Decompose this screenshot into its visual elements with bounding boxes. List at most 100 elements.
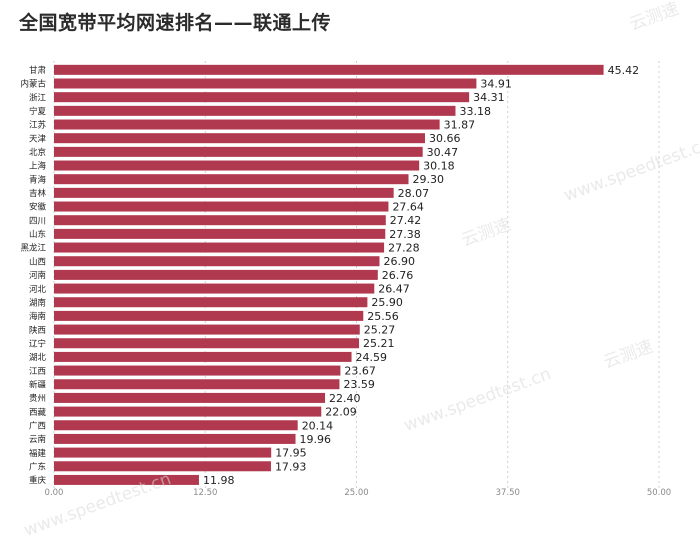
- category-label: 上海: [29, 161, 47, 172]
- page-title: 全国宽带平均网速排名——联通上传: [19, 12, 332, 34]
- bar: [54, 269, 378, 280]
- data-label: 27.64: [392, 201, 424, 214]
- data-label: 20.14: [302, 419, 334, 432]
- x-tick-label: 50.00: [647, 488, 671, 498]
- bar: [54, 160, 420, 171]
- data-label: 25.27: [364, 324, 396, 337]
- category-label: 江西: [29, 367, 46, 377]
- bar: [54, 420, 298, 431]
- data-label: 28.07: [398, 187, 430, 200]
- category-label: 北京: [29, 147, 46, 158]
- data-label: 11.98: [203, 474, 235, 487]
- bar: [54, 242, 385, 253]
- data-label: 27.28: [388, 242, 420, 255]
- data-label: 26.76: [382, 269, 414, 282]
- data-label: 17.93: [275, 460, 307, 473]
- bar: [54, 365, 341, 376]
- category-label: 广西: [29, 420, 46, 431]
- data-label: 34.91: [480, 78, 512, 91]
- bar: [54, 146, 423, 157]
- data-label: 29.30: [413, 173, 445, 186]
- category-label: 内蒙古: [20, 79, 46, 90]
- data-label: 17.95: [275, 447, 307, 460]
- x-tick-label: 37.50: [496, 488, 520, 498]
- bar: [54, 105, 456, 116]
- bar: [54, 433, 296, 444]
- data-label: 22.09: [325, 406, 357, 419]
- category-label: 福建: [29, 448, 47, 459]
- bar: [54, 78, 477, 89]
- data-label: 19.96: [300, 433, 332, 446]
- x-tick-label: 12.50: [193, 488, 217, 498]
- category-label: 河南: [29, 270, 46, 281]
- category-label: 河北: [29, 284, 47, 295]
- bar: [54, 338, 360, 349]
- category-label: 甘肃: [29, 65, 47, 76]
- category-label: 青海: [29, 174, 47, 185]
- bar: [54, 133, 425, 144]
- data-label: 23.67: [344, 365, 376, 378]
- category-label: 海南: [29, 311, 46, 322]
- category-label: 安徽: [29, 202, 47, 213]
- bar: [54, 379, 340, 390]
- data-label: 25.90: [371, 296, 403, 309]
- bar: [54, 201, 389, 212]
- category-label: 四川: [29, 216, 46, 226]
- bar: [54, 187, 394, 198]
- data-label: 27.42: [390, 214, 422, 227]
- bar: [54, 392, 326, 403]
- bar: [54, 215, 386, 226]
- data-label: 22.40: [329, 392, 361, 405]
- bar-chart: 0.00 12.50 25.00 37.50 50.00 甘肃 45.42 内蒙古 34.91 浙…: [20, 61, 671, 498]
- data-label: 27.38: [389, 228, 421, 241]
- category-label: 广东: [29, 461, 46, 472]
- bar: [54, 351, 352, 362]
- category-label: 天津: [29, 133, 47, 144]
- category-label: 浙江: [29, 92, 47, 103]
- data-label: 31.87: [444, 119, 476, 132]
- category-label: 山西: [29, 256, 46, 267]
- data-label: 33.18: [459, 105, 491, 118]
- category-label: 江苏: [29, 120, 47, 131]
- bar: [54, 92, 470, 103]
- bar: [54, 283, 375, 294]
- bar: [54, 228, 386, 239]
- bar: [54, 310, 364, 321]
- category-label: 陕西: [29, 325, 46, 336]
- data-label: 30.18: [423, 160, 455, 173]
- bar: [54, 174, 409, 185]
- category-label: 湖北: [29, 353, 47, 363]
- data-label: 26.90: [383, 255, 415, 268]
- category-label: 重庆: [29, 475, 47, 486]
- category-label: 贵州: [29, 393, 46, 404]
- data-label: 34.31: [473, 91, 505, 104]
- bar: [54, 447, 272, 458]
- x-tick-label: 0.00: [45, 488, 64, 498]
- bar: [54, 324, 360, 335]
- bar: [54, 119, 440, 130]
- bar: [54, 474, 199, 485]
- data-label: 45.42: [608, 64, 640, 77]
- data-label: 24.59: [356, 351, 388, 364]
- category-label: 宁夏: [29, 106, 47, 117]
- data-label: 25.56: [367, 310, 399, 323]
- bar: [54, 256, 380, 267]
- data-label: 26.47: [378, 283, 410, 296]
- category-label: 新疆: [29, 379, 47, 390]
- category-label: 湖南: [29, 297, 46, 308]
- bar: [54, 64, 604, 75]
- category-label: 云南: [29, 434, 46, 445]
- data-label: 25.21: [363, 337, 395, 350]
- category-label: 山东: [29, 229, 46, 240]
- data-label: 30.66: [429, 132, 461, 145]
- data-label: 30.47: [427, 146, 459, 159]
- category-label: 西藏: [29, 407, 47, 418]
- bar: [54, 297, 368, 308]
- category-label: 辽宁: [29, 338, 46, 349]
- bar: [54, 461, 271, 472]
- bar: [54, 406, 322, 417]
- x-tick-label: 25.00: [344, 488, 368, 498]
- data-label: 23.59: [343, 378, 375, 391]
- category-label: 吉林: [29, 188, 47, 199]
- category-label: 黑龙江: [20, 243, 46, 254]
